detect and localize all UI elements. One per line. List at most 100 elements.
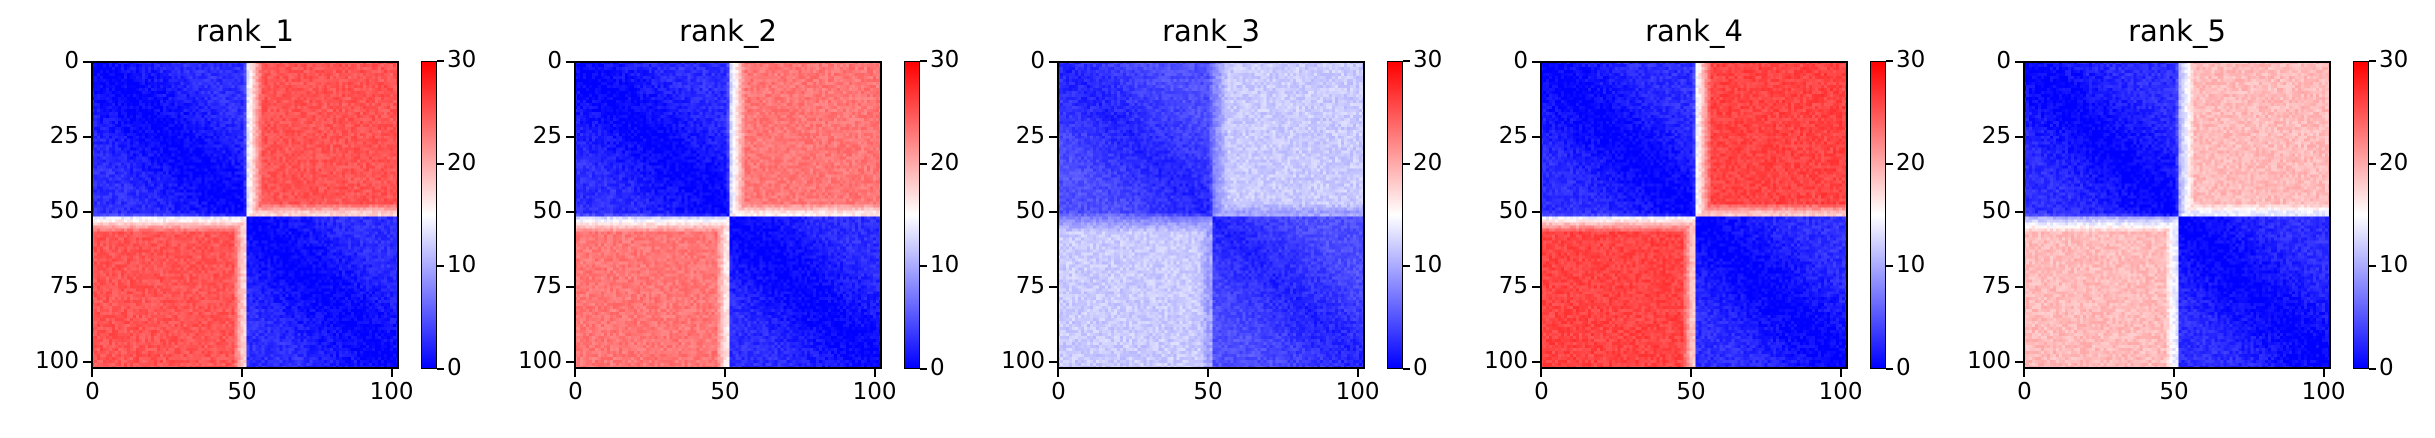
x-tick-label: 0	[1534, 379, 1549, 405]
colorbar-tick-mark	[437, 265, 444, 268]
y-tick-label: 50	[1498, 198, 1528, 224]
colorbar-tick-label: 10	[1413, 252, 1443, 279]
chart-title: rank_4	[1645, 14, 1743, 48]
colorbar-tick-mark	[2369, 265, 2376, 268]
x-tick-mark	[390, 369, 393, 377]
x-tick-mark	[724, 369, 726, 377]
x-tick-label: 100	[1335, 379, 1380, 405]
chart-title: rank_2	[679, 14, 777, 48]
y-tick-mark	[1049, 285, 1057, 288]
y-tick-label: 25	[1981, 123, 2011, 150]
colorbar-tick-mark	[1403, 265, 1410, 268]
y-tick-label: 75	[1498, 272, 1528, 299]
colorbar-tick-mark	[920, 368, 927, 370]
colorbar-tick-mark	[1886, 368, 1893, 370]
x-tick-mark	[873, 369, 876, 377]
y-tick-label: 100	[518, 347, 562, 374]
y-tick-label: 25	[1498, 123, 1528, 150]
y-tick-mark	[1532, 285, 1540, 288]
panel-rank-5: rank_5 0 50 100 0 25 50 75 100 0 10 20 30	[1932, 0, 2408, 438]
colorbar-tick-label: 30	[447, 47, 477, 73]
y-tick-label: 0	[1030, 48, 1045, 75]
colorbar-tick-label: 20	[1413, 149, 1443, 176]
chart-title: rank_3	[1162, 14, 1260, 48]
y-tick-mark	[566, 136, 574, 139]
x-tick-label: 50	[710, 379, 740, 405]
y-tick-label: 100	[35, 347, 79, 374]
y-tick-label: 75	[1015, 272, 1045, 299]
colorbar-tick-mark	[2369, 368, 2376, 370]
x-tick-mark	[1207, 369, 1209, 377]
colorbar-tick-label: 10	[2379, 252, 2409, 279]
y-tick-mark	[1049, 211, 1057, 213]
x-tick-label: 0	[568, 379, 583, 405]
y-tick-mark	[83, 61, 91, 64]
x-tick-mark	[1356, 369, 1359, 377]
y-tick-label: 100	[1484, 347, 1528, 374]
y-tick-label: 0	[64, 48, 79, 75]
y-tick-mark	[1049, 136, 1057, 139]
colorbar-tick-label: 30	[2379, 47, 2409, 73]
heatmap	[2023, 61, 2331, 369]
y-tick-mark	[2015, 285, 2023, 288]
panel-rank-1: rank_1 0 50 100 0 25 50 75 100 0 10 20 30	[0, 0, 476, 438]
y-tick-label: 50	[1981, 198, 2011, 224]
y-tick-label: 50	[1015, 198, 1045, 224]
colorbar-tick-mark	[437, 162, 444, 165]
colorbar-tick-mark	[2369, 162, 2376, 165]
colorbar-tick-mark	[437, 60, 444, 62]
y-tick-label: 100	[1967, 347, 2011, 374]
y-tick-mark	[2015, 360, 2023, 363]
y-tick-label: 75	[1981, 272, 2011, 299]
y-tick-mark	[1532, 136, 1540, 139]
heatmap	[1540, 61, 1848, 369]
y-tick-mark	[2015, 136, 2023, 139]
x-tick-label: 50	[2159, 379, 2189, 405]
y-tick-label: 25	[49, 123, 79, 150]
colorbar	[2353, 61, 2369, 369]
x-tick-mark	[2322, 369, 2325, 377]
y-tick-mark	[83, 360, 91, 363]
y-tick-mark	[1049, 61, 1057, 64]
colorbar-tick-label: 20	[1896, 149, 1926, 176]
y-tick-mark	[1049, 360, 1057, 363]
y-tick-mark	[566, 360, 574, 363]
y-tick-mark	[83, 136, 91, 139]
colorbar-tick-mark	[920, 60, 927, 62]
x-tick-mark	[91, 369, 94, 377]
y-tick-mark	[566, 61, 574, 64]
colorbar-tick-label: 30	[1413, 47, 1443, 73]
colorbar-tick-label: 0	[1896, 355, 1911, 381]
colorbar-tick-label: 10	[1896, 252, 1926, 279]
colorbar-tick-label: 0	[2379, 355, 2394, 381]
x-tick-label: 50	[1676, 379, 1706, 405]
heatmap	[1057, 61, 1365, 369]
colorbar	[1870, 61, 1886, 369]
colorbar-tick-label: 10	[447, 252, 477, 279]
y-tick-label: 25	[532, 123, 562, 150]
chart-title: rank_1	[196, 14, 294, 48]
colorbar-tick-label: 30	[930, 47, 960, 73]
y-tick-mark	[1532, 211, 1540, 213]
x-tick-mark	[1057, 369, 1060, 377]
x-tick-mark	[574, 369, 577, 377]
y-tick-label: 50	[49, 198, 79, 224]
heatmap	[574, 61, 882, 369]
x-tick-label: 100	[1818, 379, 1863, 405]
x-tick-mark	[2173, 369, 2175, 377]
colorbar-tick-label: 30	[1896, 47, 1926, 73]
colorbar	[904, 61, 920, 369]
y-tick-label: 25	[1015, 123, 1045, 150]
colorbar-tick-label: 20	[930, 149, 960, 176]
colorbar-tick-mark	[1886, 265, 1893, 268]
y-tick-mark	[83, 211, 91, 213]
colorbar-tick-mark	[1403, 162, 1410, 165]
colorbar-tick-mark	[1403, 60, 1410, 62]
y-tick-label: 0	[547, 48, 562, 75]
y-tick-label: 75	[49, 272, 79, 299]
x-tick-mark	[241, 369, 243, 377]
y-tick-mark	[1532, 61, 1540, 64]
colorbar-tick-mark	[920, 162, 927, 165]
colorbar-tick-label: 20	[2379, 149, 2409, 176]
